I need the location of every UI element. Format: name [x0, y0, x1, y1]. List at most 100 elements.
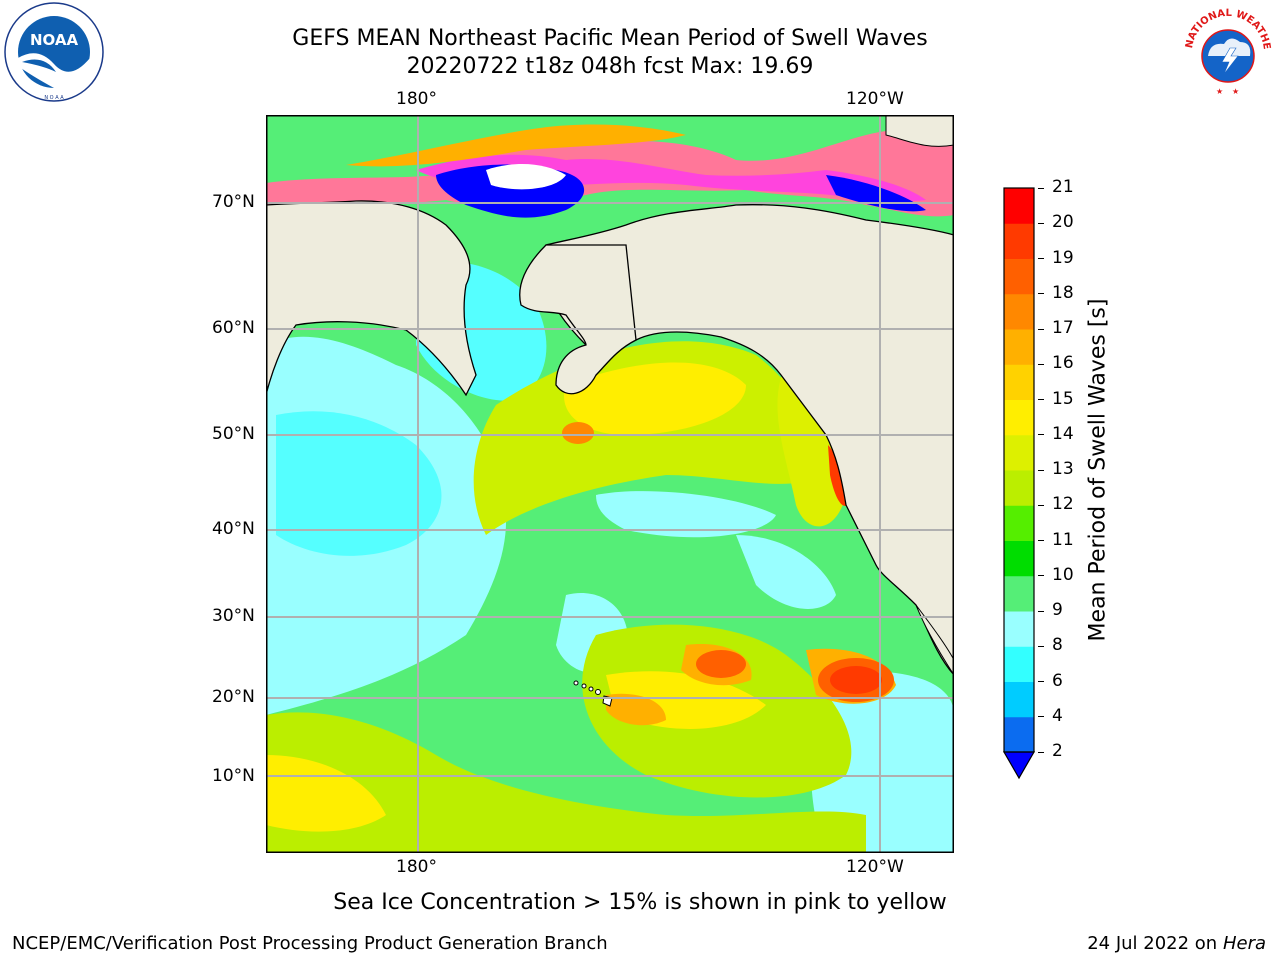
- lat-label-20n: 20°N: [212, 687, 255, 707]
- footer-host: Hera: [1222, 933, 1266, 954]
- colorbar-tick-label: 12: [1052, 494, 1074, 515]
- field-cyan-ne: [736, 535, 836, 609]
- colorbar-tick-mark: [1038, 645, 1044, 647]
- map-frame: [266, 115, 954, 853]
- colorbar-segment: [1004, 681, 1034, 718]
- colorbar-label: Mean Period of Swell Waves [s]: [1085, 298, 1111, 642]
- lat-label-40n: 40°N: [212, 519, 255, 539]
- colorbar-segment: [1004, 329, 1034, 365]
- colorbar-extend-low: [1002, 751, 1036, 780]
- map-caption: Sea Ice Concentration > 15% is shown in …: [333, 890, 947, 915]
- colorbar-tick-label: 13: [1052, 459, 1074, 479]
- colorbar-tick-label: 17: [1052, 318, 1074, 338]
- nws-logo: NATIONAL WEATHER SERVICE ★ ★: [1176, 0, 1276, 100]
- colorbar-segment: [1004, 223, 1034, 259]
- colorbar: [1000, 186, 1038, 786]
- colorbar-segment: [1004, 611, 1034, 647]
- colorbar-ticks: 2 4 6 8 9 10 11 12 13 14 15 16 17 18 19 20 21: [1038, 0, 1100, 960]
- colorbar-tick-label: 6: [1052, 670, 1063, 691]
- colorbar-tick-label: 20: [1052, 212, 1074, 233]
- graticule: [266, 115, 954, 853]
- colorbar-tick-mark: [1038, 363, 1044, 365]
- footer-credit: NCEP/EMC/Verification Post Processing Pr…: [12, 933, 608, 954]
- colorbar-tick-label: 11: [1052, 529, 1074, 550]
- colorbar-segment: [1004, 470, 1034, 506]
- colorbar-tick-mark: [1038, 575, 1044, 577]
- field-yellow-south: [266, 712, 866, 853]
- colorbar-tick-label: 15: [1052, 388, 1074, 409]
- land-baja: [915, 604, 954, 676]
- colorbar-tick-label: 19: [1052, 247, 1074, 268]
- colorbar-segment: [1004, 293, 1034, 330]
- max-east-core: [830, 666, 882, 694]
- noaa-logo: NOAA N O A A: [4, 2, 104, 102]
- colorbar-tick-label: 2: [1052, 741, 1063, 761]
- colorbar-tick-label: 9: [1052, 600, 1063, 620]
- colorbar-tick-mark: [1038, 258, 1044, 259]
- colorbar-tick-mark: [1038, 434, 1044, 436]
- colorbar-tick-mark: [1038, 751, 1044, 753]
- field-yellowgreen-coast: [777, 365, 847, 527]
- colorbar-segment: [1004, 716, 1034, 753]
- svg-text:N O A A: N O A A: [44, 95, 64, 101]
- field-cyan-central: [596, 491, 776, 538]
- colorbar-tick-label: 21: [1052, 177, 1074, 197]
- lat-label-60n: 60°N: [212, 318, 255, 338]
- map-panel: [266, 115, 954, 853]
- max-gulf: [562, 422, 594, 444]
- lon-label-top-120w: 120°W: [846, 89, 904, 109]
- colorbar-tick-mark: [1038, 504, 1044, 506]
- colorbar-segment: [1004, 646, 1034, 682]
- colorbar-segment: [1004, 434, 1034, 471]
- colorbar-segment: [1004, 505, 1034, 541]
- colorbar-tick-label: 4: [1052, 705, 1063, 726]
- colorbar-tick-label: 10: [1052, 564, 1074, 585]
- colorbar-tick-mark: [1038, 540, 1044, 541]
- land-alaska-west: [519, 244, 637, 395]
- lon-label-top-180: 180°: [396, 89, 437, 109]
- field-orange-hawaii: [606, 693, 666, 726]
- lat-label-10n: 10°N: [212, 766, 255, 786]
- footer-date: 24 Jul 2022 on Hera: [1087, 933, 1266, 954]
- field-yellow-south2: [266, 755, 386, 832]
- map-svg: [266, 115, 954, 853]
- field-cyan-west-core: [276, 411, 442, 556]
- noaa-logo-text: NOAA: [30, 31, 79, 49]
- colorbar-tick-mark: [1038, 222, 1044, 224]
- colorbar-svg: [1002, 187, 1036, 780]
- colorbar-segment: [1004, 540, 1034, 577]
- land-siberia: [266, 200, 477, 397]
- colorbar-segment: [1004, 364, 1034, 400]
- colorbar-tick-mark: [1038, 328, 1044, 330]
- colorbar-tick-mark: [1038, 681, 1044, 682]
- lon-label-bottom-180: 180°: [396, 857, 437, 877]
- lat-label-70n: 70°N: [212, 192, 255, 212]
- colorbar-segment: [1004, 399, 1034, 436]
- colorbar-tick-mark: [1038, 399, 1044, 400]
- chart-subtitle: 20220722 t18z 048h fcst Max: 19.69: [406, 54, 814, 79]
- svg-text:★: ★: [1232, 87, 1239, 96]
- lat-label-30n: 30°N: [212, 606, 255, 626]
- colorbar-tick-mark: [1038, 469, 1044, 471]
- arctic-ice-yellow: [346, 124, 686, 167]
- arctic-white: [486, 163, 566, 190]
- chart-title: GEFS MEAN Northeast Pacific Mean Period …: [292, 26, 928, 51]
- colorbar-tick-mark: [1038, 716, 1044, 718]
- field-cyan-se: [811, 671, 954, 853]
- field-yellow-north: [564, 362, 746, 435]
- colorbar-tick-label: 14: [1052, 423, 1074, 444]
- colorbar-tick-mark: [1038, 187, 1044, 189]
- max-central: [696, 650, 746, 678]
- colorbar-segment: [1004, 188, 1034, 224]
- colorbar-tick-label: 8: [1052, 635, 1063, 656]
- lat-label-50n: 50°N: [212, 424, 255, 444]
- footer-date-text: 24 Jul 2022 on: [1087, 933, 1223, 954]
- svg-text:★: ★: [1216, 87, 1223, 96]
- colorbar-segment: [1004, 575, 1034, 612]
- colorbar-tick-mark: [1038, 610, 1044, 612]
- lon-label-bottom-120w: 120°W: [846, 857, 904, 877]
- colorbar-tick-label: 18: [1052, 282, 1074, 303]
- colorbar-tick-mark: [1038, 293, 1044, 295]
- colorbar-outline: [1003, 187, 1035, 753]
- colorbar-tick-label: 16: [1052, 353, 1074, 374]
